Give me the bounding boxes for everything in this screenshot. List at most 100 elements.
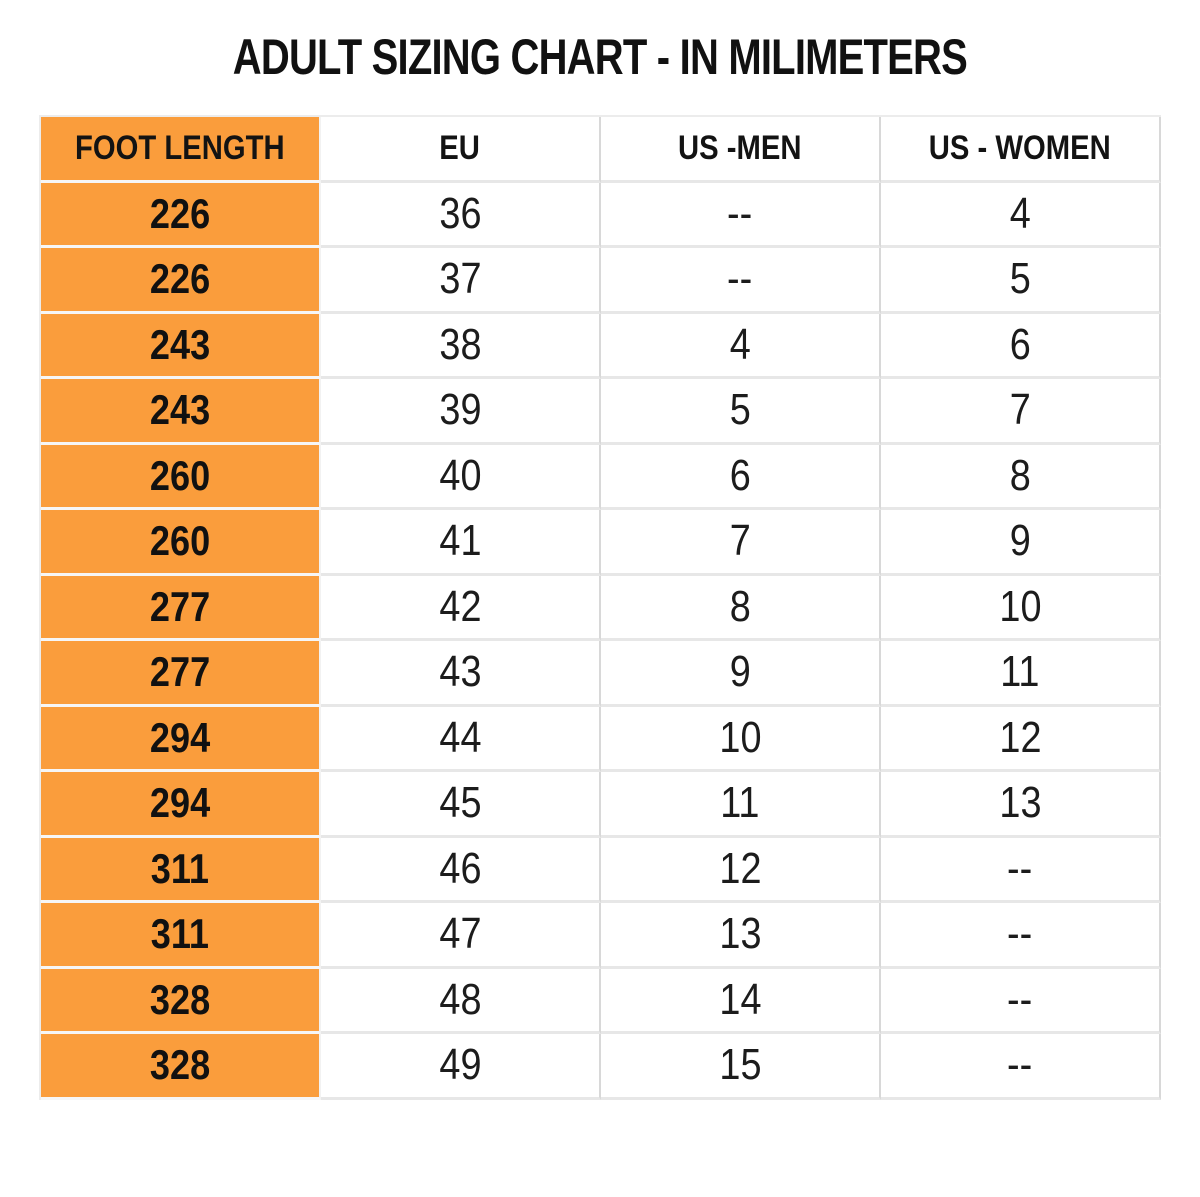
table-head: FOOT LENGTH EU US -MEN US - WOMEN	[41, 117, 1161, 183]
cell-value: 13	[718, 909, 762, 959]
cell-eu: 46	[321, 837, 601, 903]
cell-eu: 42	[321, 575, 601, 641]
table-row: 226 36 -- 4	[41, 182, 1161, 248]
cell-value: 277	[149, 582, 211, 630]
cell-value: 11	[720, 778, 760, 828]
cell-us-men: 11	[601, 772, 881, 838]
cell-value: 15	[718, 1040, 762, 1090]
cell-us-women: --	[881, 1034, 1161, 1100]
cell-value: --	[727, 254, 753, 304]
cell-us-men: 5	[601, 379, 881, 445]
cell-eu: 39	[321, 379, 601, 445]
cell-value: 12	[718, 843, 762, 893]
table-row: 294 45 11 13	[41, 772, 1161, 838]
cell-value: --	[1007, 843, 1033, 893]
cell-eu: 41	[321, 510, 601, 576]
table-row: 311 47 13 --	[41, 903, 1161, 969]
cell-eu: 48	[321, 968, 601, 1034]
cell-us-women: 5	[881, 248, 1161, 314]
cell-value: 6	[1009, 319, 1031, 369]
cell-foot-length: 294	[41, 706, 321, 772]
cell-value: 44	[438, 712, 482, 762]
cell-value: 42	[438, 581, 482, 631]
cell-value: --	[1007, 1040, 1033, 1090]
table-row: 294 44 10 12	[41, 706, 1161, 772]
cell-us-men: 6	[601, 444, 881, 510]
cell-value: 7	[729, 516, 751, 566]
cell-value: 8	[729, 581, 751, 631]
cell-foot-length: 226	[41, 182, 321, 248]
cell-eu: 36	[321, 182, 601, 248]
cell-us-men: --	[601, 248, 881, 314]
cell-eu: 43	[321, 641, 601, 707]
cell-value: 49	[438, 1040, 482, 1090]
table-row: 226 37 -- 5	[41, 248, 1161, 314]
cell-value: 47	[438, 909, 482, 959]
cell-value: 294	[149, 713, 211, 761]
cell-value: 294	[149, 779, 211, 827]
cell-value: 311	[150, 844, 210, 892]
cell-eu: 44	[321, 706, 601, 772]
cell-value: 277	[149, 648, 211, 696]
cell-value: 7	[1009, 385, 1031, 435]
cell-foot-length: 328	[41, 968, 321, 1034]
cell-value: 9	[1009, 516, 1031, 566]
cell-value: 45	[438, 778, 482, 828]
cell-value: --	[727, 188, 753, 238]
cell-value: 4	[729, 319, 751, 369]
cell-foot-length: 260	[41, 444, 321, 510]
cell-foot-length: 243	[41, 313, 321, 379]
cell-us-men: 9	[601, 641, 881, 707]
sizing-table: FOOT LENGTH EU US -MEN US - WOMEN 226 36 -…	[39, 115, 1161, 1100]
table-row: 311 46 12 --	[41, 837, 1161, 903]
cell-value: 43	[438, 647, 482, 697]
header-us-men: US -MEN	[601, 117, 881, 183]
cell-value: 40	[438, 450, 482, 500]
cell-eu: 47	[321, 903, 601, 969]
cell-value: --	[1007, 909, 1033, 959]
table-row: 277 42 8 10	[41, 575, 1161, 641]
cell-foot-length: 243	[41, 379, 321, 445]
header-foot-length: FOOT LENGTH	[41, 117, 321, 183]
cell-value: 8	[1009, 450, 1031, 500]
cell-value: 311	[150, 910, 210, 958]
cell-us-men: 8	[601, 575, 881, 641]
cell-foot-length: 311	[41, 903, 321, 969]
cell-us-women: 11	[881, 641, 1161, 707]
cell-foot-length: 226	[41, 248, 321, 314]
cell-foot-length: 277	[41, 641, 321, 707]
cell-value: 14	[718, 974, 762, 1024]
cell-value: --	[1007, 974, 1033, 1024]
cell-value: 41	[438, 516, 482, 566]
cell-value: 226	[149, 255, 211, 303]
cell-foot-length: 328	[41, 1034, 321, 1100]
cell-eu: 45	[321, 772, 601, 838]
sizing-table-container: FOOT LENGTH EU US -MEN US - WOMEN 226 36 -…	[39, 115, 1161, 1100]
cell-us-women: 12	[881, 706, 1161, 772]
cell-value: 11	[1000, 647, 1040, 697]
cell-value: 46	[438, 843, 482, 893]
cell-eu: 38	[321, 313, 601, 379]
table-body: 226 36 -- 4 226 37 -- 5 243 38 4 6 243 39 5 7 260 40 6 8 260…	[41, 182, 1161, 1100]
table-row: 328 49 15 --	[41, 1034, 1161, 1100]
cell-us-women: --	[881, 968, 1161, 1034]
table-row: 260 40 6 8	[41, 444, 1161, 510]
cell-eu: 49	[321, 1034, 601, 1100]
table-row: 277 43 9 11	[41, 641, 1161, 707]
cell-value: 5	[1009, 254, 1031, 304]
cell-us-women: --	[881, 837, 1161, 903]
cell-us-men: 4	[601, 313, 881, 379]
cell-value: 328	[149, 1041, 211, 1089]
page-title-text: ADULT SIZING CHART - IN MILIMETERS	[232, 29, 968, 85]
cell-us-women: --	[881, 903, 1161, 969]
cell-value: 260	[149, 517, 211, 565]
cell-value: 39	[438, 385, 482, 435]
cell-value: 37	[438, 254, 482, 304]
cell-value: 226	[149, 189, 211, 237]
cell-value: 5	[729, 385, 751, 435]
table-row: 243 39 5 7	[41, 379, 1161, 445]
page-title: ADULT SIZING CHART - IN MILIMETERS	[0, 30, 1200, 85]
cell-us-men: 7	[601, 510, 881, 576]
cell-us-women: 7	[881, 379, 1161, 445]
